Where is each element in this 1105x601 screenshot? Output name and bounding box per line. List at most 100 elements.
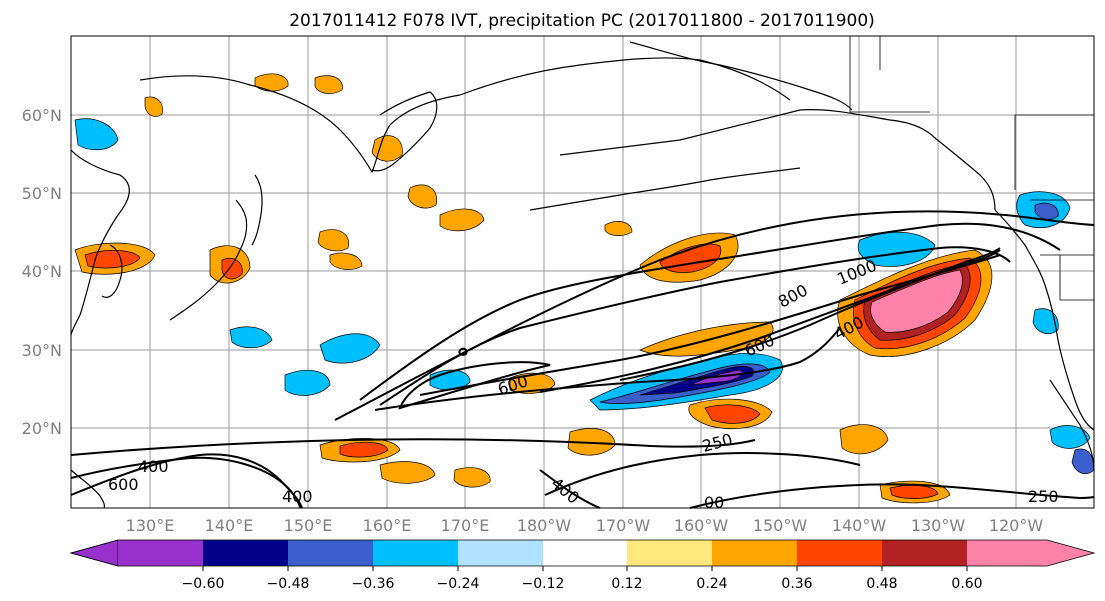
precip-neg-patch xyxy=(1049,425,1091,449)
lat-label: 50°N xyxy=(22,184,62,203)
lon-label: 150°E xyxy=(284,516,333,535)
ivt-contour-250 xyxy=(544,452,861,496)
coastline-aleutians xyxy=(529,167,801,211)
precip-pos-patch xyxy=(407,184,437,209)
map-frame xyxy=(70,35,1095,509)
ivt-contour-600 xyxy=(398,361,551,410)
colorbar-outline xyxy=(69,539,1096,567)
colorbar-tick-label: −0.24 xyxy=(437,576,480,592)
precip-pos-patch xyxy=(339,441,389,458)
precip-pos-patch xyxy=(371,135,403,162)
ivt-contour-label: 00 xyxy=(704,493,724,512)
coastline-philippines xyxy=(70,469,105,509)
ivt-contour-label: 400 xyxy=(282,487,313,506)
precip-pos-patch xyxy=(329,252,363,270)
colorbar-tick-label: 0.60 xyxy=(951,576,982,592)
colorbar-segment xyxy=(203,540,288,566)
colorbar-segment xyxy=(627,540,712,566)
lat-label: 60°N xyxy=(22,106,62,125)
precip-pos-patch xyxy=(84,250,141,269)
colorbar-extend-low xyxy=(69,539,119,567)
lon-label: 130°E xyxy=(126,516,175,535)
colorbar-segment xyxy=(458,540,543,566)
coastline-asia xyxy=(70,149,130,336)
precip-pos-patch xyxy=(379,461,436,484)
precip-pos-patch xyxy=(870,269,963,333)
precip-neg-patch xyxy=(1034,202,1059,220)
precip-neg-patch xyxy=(857,231,936,267)
lon-label: 170°W xyxy=(596,516,651,535)
ivt-contour-1000 xyxy=(619,247,1001,381)
ivt-contour-400 xyxy=(539,469,601,509)
boundary-us-states xyxy=(1040,254,1094,301)
lon-label: 130°W xyxy=(911,516,966,535)
colorbar-segment xyxy=(882,540,967,566)
colorbar-tick-label: −0.48 xyxy=(267,576,310,592)
colorbar-tick-label: −0.60 xyxy=(182,576,225,592)
colorbar-segment xyxy=(118,540,203,566)
latitude-labels: 60°N 50°N 40°N 30°N 20°N xyxy=(22,106,62,438)
colorbar-segment xyxy=(288,540,373,566)
map-panel: 400 600 400 600 800 1000 400 250 400 600… xyxy=(70,35,1095,512)
lon-label: 160°W xyxy=(674,516,729,535)
precip-neg-patch xyxy=(284,369,331,396)
coastline-kamchatka xyxy=(371,91,438,172)
colorbar-extend-high xyxy=(967,540,1094,566)
coastline-okhotsk xyxy=(139,75,461,174)
colorbar-tick-label: 0.24 xyxy=(696,576,727,592)
colorbar-tick-label: −0.36 xyxy=(352,576,395,592)
colorbar-segment xyxy=(712,540,797,566)
colorbar-segment xyxy=(797,540,882,566)
precip-pos-patch xyxy=(453,467,491,488)
colorbar: −0.60 −0.48 −0.36 −0.24 −0.12 0.12 0.24 … xyxy=(69,539,1096,592)
coastline-bc xyxy=(994,209,1095,431)
boundaries xyxy=(849,36,1094,301)
precip-pos-patch xyxy=(144,96,163,117)
precip-pos-patch xyxy=(839,424,889,455)
ivt-contour-small xyxy=(458,347,468,356)
ivt-contour-label: 400 xyxy=(138,457,169,476)
colorbar-tick-label: −0.12 xyxy=(522,576,565,592)
precip-pos-patch xyxy=(604,221,633,236)
lat-label: 30°N xyxy=(22,341,62,360)
precip-pos-patch xyxy=(439,208,485,232)
precip-neg-patch xyxy=(1032,308,1059,334)
lon-label: 170°E xyxy=(441,516,490,535)
coastline-korea xyxy=(101,244,123,298)
longitude-labels: 130°E 140°E 150°E 160°E 170°E 180°W 170°… xyxy=(126,516,1044,535)
boundary-province xyxy=(879,36,1016,190)
ivt-contour-400 xyxy=(374,327,841,411)
lon-label: 160°E xyxy=(363,516,412,535)
ivt-contour-800 xyxy=(539,249,1001,393)
ivt-contour-250 xyxy=(70,438,756,456)
ivt-contour-label: 600 xyxy=(108,475,139,494)
map-title: 2017011412 F078 IVT, precipitation PC (2… xyxy=(289,11,875,31)
colorbar-segment xyxy=(543,540,627,566)
colorbar-segment xyxy=(373,540,458,566)
ivt-contour-400 xyxy=(70,456,301,509)
lon-label: 180°W xyxy=(517,516,572,535)
precip-pos-patch xyxy=(314,75,343,94)
colorbar-tick-label: 0.36 xyxy=(781,576,812,592)
coastline-alaska xyxy=(559,109,996,211)
coastlines xyxy=(70,41,1095,509)
colorbar-tick-label: 0.12 xyxy=(611,576,642,592)
precip-neg-patch xyxy=(319,333,381,364)
precip-shading xyxy=(74,73,1095,504)
ivt-contour-400 xyxy=(379,246,1011,406)
precip-neg-patch xyxy=(229,326,273,349)
lon-label: 150°W xyxy=(753,516,808,535)
coastline-sakhalin xyxy=(251,174,263,246)
colorbar-ticks xyxy=(202,566,968,571)
precip-pos-patch xyxy=(704,404,761,424)
precip-pos-patch xyxy=(254,73,289,92)
ivt-contour-400 xyxy=(359,222,1061,401)
colorbar-tick-label: 0.48 xyxy=(866,576,897,592)
precip-pos-patch xyxy=(317,229,350,252)
precip-neg-patch xyxy=(74,118,119,151)
boundary-yukon xyxy=(849,36,930,113)
ivt-contour-label: 250 xyxy=(1028,487,1059,506)
lat-label: 20°N xyxy=(22,419,62,438)
coastline-siberia-north xyxy=(459,57,791,101)
